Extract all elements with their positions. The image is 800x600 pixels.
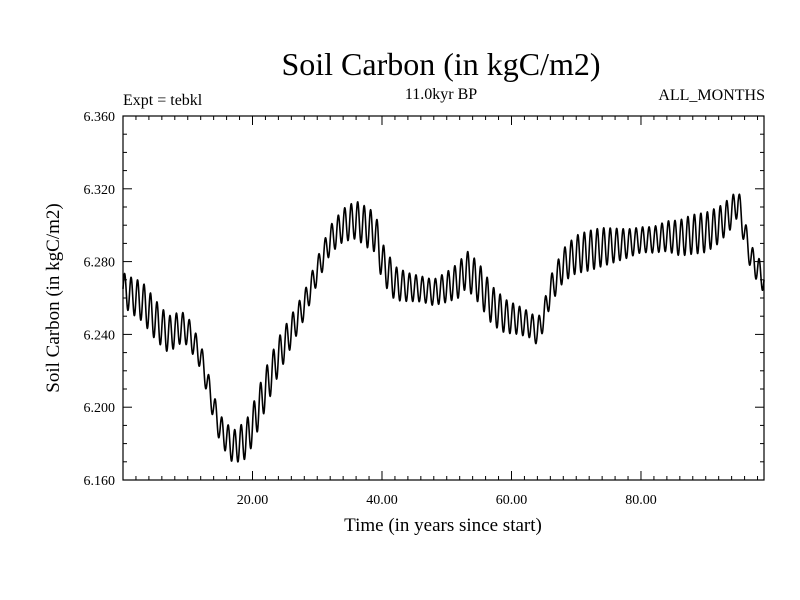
chart-title: Soil Carbon (in kgC/m2)	[281, 46, 600, 82]
chart-subtitle: 11.0kyr BP	[405, 86, 477, 103]
y-tick-label: 6.200	[84, 401, 116, 416]
x-tick-label: 20.00	[237, 493, 269, 508]
plot-frame	[122, 115, 765, 481]
x-tick-label: 80.00	[625, 493, 657, 508]
x-axis-label: Time (in years since start)	[344, 515, 542, 536]
y-tick-label: 6.160	[84, 474, 116, 489]
x-tick-label: 40.00	[366, 493, 398, 508]
y-tick-label: 6.360	[84, 110, 116, 125]
y-tick-label: 6.240	[84, 328, 116, 343]
soil-carbon-series-line	[122, 193, 765, 463]
y-tick-label: 6.320	[84, 183, 116, 198]
x-tick-label: 60.00	[496, 493, 528, 508]
y-axis-label: Soil Carbon (in kgC/m2)	[43, 203, 64, 392]
experiment-label: Expt = tebkl	[123, 92, 203, 109]
tick-labels: 20.00 40.00 60.00 80.00 6.160 6.200 6.240 6.280…	[84, 110, 657, 508]
months-label: ALL_MONTHS	[658, 87, 765, 104]
y-tick-label: 6.280	[84, 256, 116, 271]
